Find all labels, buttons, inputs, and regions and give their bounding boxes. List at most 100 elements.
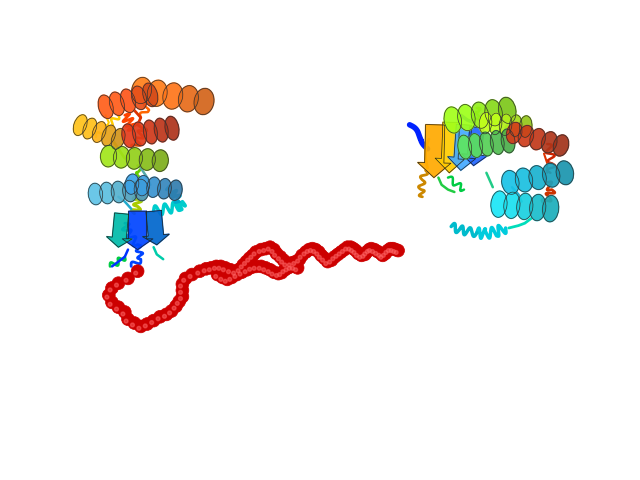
Circle shape xyxy=(179,297,182,300)
Circle shape xyxy=(172,306,176,310)
Circle shape xyxy=(367,249,371,252)
Circle shape xyxy=(277,254,290,266)
Circle shape xyxy=(108,302,112,306)
Circle shape xyxy=(280,260,284,264)
Ellipse shape xyxy=(125,174,139,194)
Circle shape xyxy=(179,284,182,288)
Ellipse shape xyxy=(485,100,502,126)
Circle shape xyxy=(147,314,160,327)
Circle shape xyxy=(349,249,353,252)
Circle shape xyxy=(358,248,371,261)
Ellipse shape xyxy=(113,146,129,168)
Circle shape xyxy=(337,252,341,256)
Circle shape xyxy=(232,271,236,275)
Circle shape xyxy=(308,249,312,252)
Circle shape xyxy=(392,250,396,253)
Ellipse shape xyxy=(506,122,522,144)
Circle shape xyxy=(384,251,388,254)
Ellipse shape xyxy=(491,191,507,217)
Ellipse shape xyxy=(518,125,534,147)
Ellipse shape xyxy=(111,181,125,203)
Circle shape xyxy=(266,247,270,251)
Polygon shape xyxy=(122,211,153,250)
Circle shape xyxy=(241,264,253,276)
Circle shape xyxy=(285,257,298,269)
Circle shape xyxy=(392,244,404,257)
Circle shape xyxy=(154,311,166,323)
Ellipse shape xyxy=(499,97,516,123)
Ellipse shape xyxy=(134,179,148,201)
Circle shape xyxy=(243,270,247,274)
Circle shape xyxy=(274,251,287,263)
Ellipse shape xyxy=(490,131,504,155)
Circle shape xyxy=(230,268,243,281)
Ellipse shape xyxy=(479,112,492,134)
Ellipse shape xyxy=(444,107,461,133)
Ellipse shape xyxy=(468,133,483,157)
Circle shape xyxy=(102,289,115,301)
Circle shape xyxy=(179,290,182,294)
Circle shape xyxy=(365,242,378,255)
Circle shape xyxy=(207,268,211,272)
Ellipse shape xyxy=(126,148,143,169)
Circle shape xyxy=(163,314,166,318)
Circle shape xyxy=(287,263,291,267)
Circle shape xyxy=(259,262,272,274)
Circle shape xyxy=(212,266,216,270)
Circle shape xyxy=(225,271,238,284)
Circle shape xyxy=(259,242,272,255)
Circle shape xyxy=(219,262,232,274)
Circle shape xyxy=(335,246,348,258)
Circle shape xyxy=(270,272,274,276)
Circle shape xyxy=(214,260,227,273)
Circle shape xyxy=(355,253,358,257)
Circle shape xyxy=(293,253,306,265)
Circle shape xyxy=(255,260,268,273)
Circle shape xyxy=(344,241,357,253)
Circle shape xyxy=(188,275,192,278)
Circle shape xyxy=(137,326,141,330)
Circle shape xyxy=(236,269,240,273)
Ellipse shape xyxy=(147,177,161,197)
Circle shape xyxy=(302,252,306,256)
Circle shape xyxy=(283,263,287,267)
Circle shape xyxy=(176,290,189,303)
Circle shape xyxy=(176,284,189,297)
Circle shape xyxy=(305,250,309,253)
Polygon shape xyxy=(106,213,132,247)
Ellipse shape xyxy=(152,150,168,171)
Circle shape xyxy=(298,255,302,259)
Circle shape xyxy=(246,249,259,262)
Circle shape xyxy=(387,242,399,255)
Circle shape xyxy=(124,319,128,323)
Ellipse shape xyxy=(102,125,116,146)
Ellipse shape xyxy=(123,180,137,202)
Circle shape xyxy=(240,255,253,268)
Circle shape xyxy=(365,250,369,253)
Circle shape xyxy=(312,250,316,253)
Polygon shape xyxy=(447,124,476,170)
Ellipse shape xyxy=(479,132,493,156)
Circle shape xyxy=(315,252,319,256)
Circle shape xyxy=(360,246,373,258)
Circle shape xyxy=(211,268,224,281)
Circle shape xyxy=(268,243,280,256)
Circle shape xyxy=(347,247,351,251)
Circle shape xyxy=(371,245,384,258)
Circle shape xyxy=(264,241,276,253)
Circle shape xyxy=(233,275,237,278)
Circle shape xyxy=(238,272,242,276)
Circle shape xyxy=(196,271,200,275)
Circle shape xyxy=(217,266,221,270)
Polygon shape xyxy=(418,125,451,178)
Circle shape xyxy=(200,263,212,275)
Circle shape xyxy=(262,249,266,252)
Circle shape xyxy=(202,269,206,273)
Ellipse shape xyxy=(165,116,179,140)
Ellipse shape xyxy=(543,195,559,222)
Ellipse shape xyxy=(556,161,573,185)
Circle shape xyxy=(221,273,234,286)
Circle shape xyxy=(257,250,261,253)
Circle shape xyxy=(284,268,288,272)
Circle shape xyxy=(122,272,134,285)
